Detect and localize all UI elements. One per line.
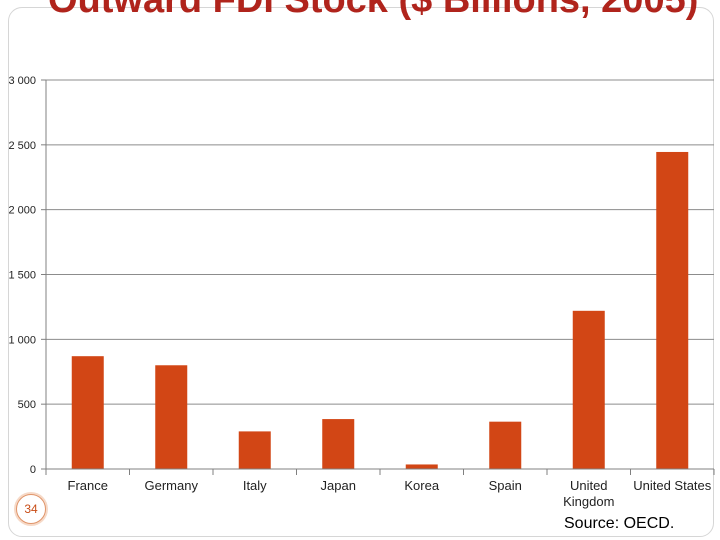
chart-title: Outward FDI Stock ($ Billions, 2005)	[48, 0, 699, 21]
slide-frame	[8, 7, 714, 537]
axes	[41, 79, 715, 475]
x-tick-label: Spain	[489, 478, 522, 493]
y-tick-label: 2 000	[8, 205, 36, 217]
bar-japan	[322, 419, 355, 469]
y-tick-label: 0	[30, 464, 36, 476]
x-tick-label: Germany	[145, 478, 199, 493]
x-tick-label: Japan	[321, 478, 356, 493]
bar-germany	[155, 365, 188, 469]
x-tick-label: United Kingdom	[563, 478, 614, 509]
y-tick-label: 2 500	[8, 140, 36, 152]
y-tick-label: 1 500	[8, 270, 36, 282]
bar-korea	[405, 464, 438, 469]
bar-italy	[238, 431, 271, 469]
x-axis-tick-labels: France Germany Italy Japan Korea Spain United K…	[68, 478, 712, 509]
y-tick-label: 500	[18, 399, 36, 411]
source-note: Source: OECD.	[564, 515, 675, 532]
y-tick-label: 3 000	[8, 75, 36, 87]
y-tick-label: 1 000	[8, 334, 36, 346]
bar-france	[71, 356, 104, 469]
bars	[71, 151, 689, 469]
x-tick-label: France	[68, 478, 108, 493]
gridlines	[46, 79, 714, 405]
bar-spain	[489, 421, 522, 469]
bar-united-states	[656, 151, 689, 469]
x-tick-label: Italy	[243, 478, 267, 493]
bar-united-kingdom	[572, 310, 605, 469]
y-axis-tick-labels: 0 500 1 000 1 500 2 000 2 500 3 000	[8, 75, 36, 476]
x-tick-label: United States	[633, 478, 712, 493]
slide-number-badge: 34	[16, 494, 46, 524]
x-tick-label: Korea	[404, 478, 439, 493]
